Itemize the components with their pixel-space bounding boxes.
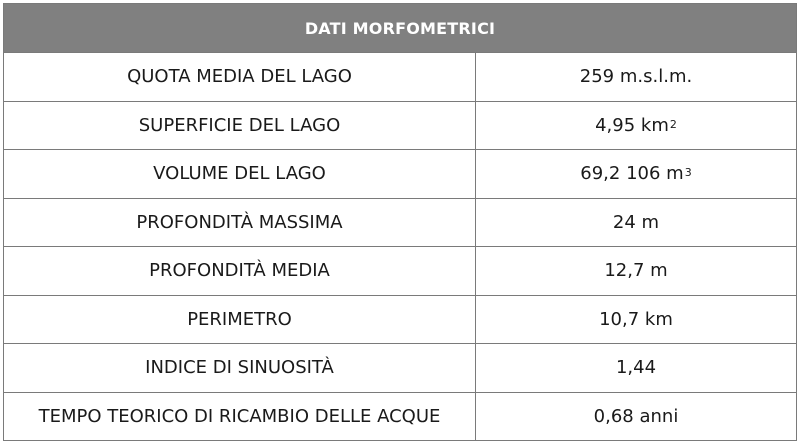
- table-row: PROFONDITÀ MEDIA 12,7 m: [4, 247, 797, 296]
- row-value: 24 m: [476, 199, 797, 248]
- row-label: PROFONDITÀ MASSIMA: [4, 199, 476, 248]
- value-text: 0,68 anni: [594, 406, 679, 427]
- table-row: QUOTA MEDIA DEL LAGO 259 m.s.l.m.: [4, 53, 797, 102]
- value-text: 1,44: [616, 357, 656, 378]
- row-label: SUPERFICIE DEL LAGO: [4, 102, 476, 151]
- row-value: 1,44: [476, 344, 797, 393]
- row-value: 259 m.s.l.m.: [476, 53, 797, 102]
- value-exponent: 2: [670, 118, 677, 131]
- row-value: 12,7 m: [476, 247, 797, 296]
- value-exponent: 3: [685, 166, 692, 179]
- value-text: 4,95 km: [595, 115, 669, 136]
- row-label: PROFONDITÀ MEDIA: [4, 247, 476, 296]
- value-text: 259 m.s.l.m.: [580, 66, 692, 87]
- row-label: VOLUME DEL LAGO: [4, 150, 476, 199]
- row-label: INDICE DI SINUOSITÀ: [4, 344, 476, 393]
- table-row: PERIMETRO 10,7 km: [4, 296, 797, 345]
- table-row: TEMPO TEORICO DI RICAMBIO DELLE ACQUE 0,…: [4, 393, 797, 441]
- row-label: TEMPO TEORICO DI RICAMBIO DELLE ACQUE: [4, 393, 476, 441]
- table-title: DATI MORFOMETRICI: [4, 4, 797, 53]
- table-row: INDICE DI SINUOSITÀ 1,44: [4, 344, 797, 393]
- row-value: 10,7 km: [476, 296, 797, 345]
- row-label: QUOTA MEDIA DEL LAGO: [4, 53, 476, 102]
- value-text: 10,7 km: [599, 309, 673, 330]
- row-value: 0,68 anni: [476, 393, 797, 441]
- row-label: PERIMETRO: [4, 296, 476, 345]
- value-text: 69,2 106 m: [580, 163, 683, 184]
- table-row: PROFONDITÀ MASSIMA 24 m: [4, 199, 797, 248]
- value-text: 12,7 m: [604, 260, 667, 281]
- morphometric-table: DATI MORFOMETRICI QUOTA MEDIA DEL LAGO 2…: [3, 3, 797, 441]
- value-text: 24 m: [613, 212, 659, 233]
